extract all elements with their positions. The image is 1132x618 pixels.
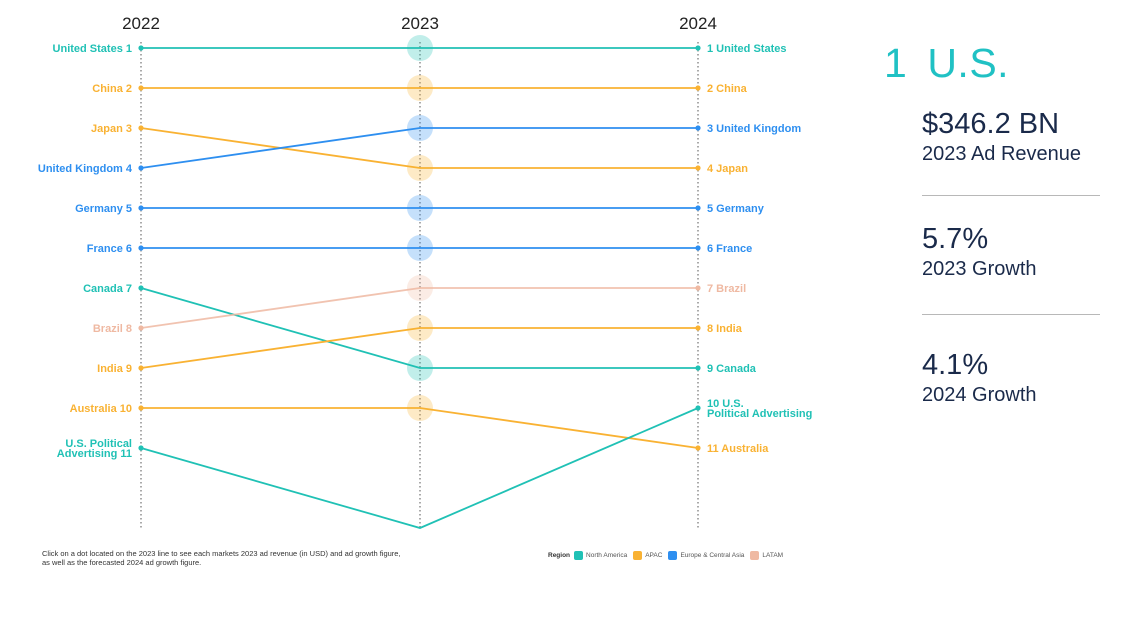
label-2022-canada: Canada 7 <box>83 283 132 295</box>
series-line-u-s-political-advertising <box>140 407 699 529</box>
selected-market-name: U.S. <box>927 40 1010 86</box>
label-2024-germany: 5 Germany <box>707 203 765 215</box>
point-2024-brazil[interactable] <box>695 285 701 291</box>
legend-label: APAC <box>645 552 663 559</box>
point-2022-australia[interactable] <box>138 405 144 411</box>
legend-swatch <box>633 551 643 560</box>
revenue-label: 2023 Ad Revenue <box>922 143 1082 165</box>
series-line-brazil <box>140 287 698 329</box>
label-2024-france: 6 France <box>707 243 752 255</box>
revenue-value: $346.2 BN <box>922 108 1060 140</box>
selected-market-rank: 1 <box>884 40 908 86</box>
point-2022-brazil[interactable] <box>138 325 144 331</box>
point-2024-japan[interactable] <box>695 165 701 171</box>
2023-marker-united-states[interactable] <box>407 35 433 61</box>
point-2022-u-s-political-advertising[interactable] <box>138 445 144 451</box>
point-2024-u-s-political-advertising[interactable] <box>695 405 701 411</box>
bump-chart: 2022 2023 2024 United States 1 1 United Stat… <box>38 14 812 530</box>
series-line-india <box>140 327 698 369</box>
2023-marker-united-kingdom[interactable] <box>407 115 433 141</box>
point-2024-germany[interactable] <box>695 205 701 211</box>
point-2022-canada[interactable] <box>138 285 144 291</box>
legend-item-latam: LATAM <box>750 551 783 560</box>
2023-marker-france[interactable] <box>407 235 433 261</box>
label-2022-japan: Japan 3 <box>91 123 132 135</box>
label-2022-united-states: United States 1 <box>53 43 132 55</box>
2023-marker-china[interactable] <box>407 75 433 101</box>
label-2022-germany: Germany 5 <box>75 203 132 215</box>
legend-swatch <box>750 551 760 560</box>
point-2024-united-states[interactable] <box>695 45 701 51</box>
growth-2024-value: 4.1% <box>922 349 989 381</box>
legend-label: North America <box>586 552 628 559</box>
label-2024-india: 8 India <box>707 323 743 335</box>
year-label-2023: 2023 <box>401 14 439 33</box>
series-line-australia <box>141 407 699 449</box>
growth-2024-stat: 4.1% 2024 Growth <box>922 349 1037 407</box>
point-2024-canada[interactable] <box>695 365 701 371</box>
series-line-japan <box>140 127 698 169</box>
2023-marker-germany[interactable] <box>407 195 433 221</box>
point-2022-japan[interactable] <box>138 125 144 131</box>
point-2022-united-states[interactable] <box>138 45 144 51</box>
legend: Region North America APAC Europe & Central… <box>548 551 789 560</box>
selected-market-title: 1 U.S. <box>884 40 1124 87</box>
2023-marker-japan[interactable] <box>407 155 433 181</box>
label-2024-brazil: 7 Brazil <box>707 283 746 295</box>
point-2022-india[interactable] <box>138 365 144 371</box>
label-2024-united-states: 1 United States <box>707 43 786 55</box>
divider <box>922 195 1100 196</box>
point-2024-australia[interactable] <box>695 445 701 451</box>
label-2024-china: 2 China <box>707 83 748 95</box>
point-2022-china[interactable] <box>138 85 144 91</box>
divider <box>922 314 1100 315</box>
series-line-united-kingdom <box>140 127 698 169</box>
point-2024-india[interactable] <box>695 325 701 331</box>
year-label-2024: 2024 <box>679 14 717 33</box>
legend-swatch <box>574 551 584 560</box>
year-label-2022: 2022 <box>122 14 160 33</box>
chart-note: Click on a dot located on the 2023 line … <box>42 549 401 567</box>
legend-swatch <box>668 551 678 560</box>
2023-marker-india[interactable] <box>407 315 433 341</box>
legend-item-europe-central-asia: Europe & Central Asia <box>668 551 744 560</box>
label-2024-australia: 11 Australia <box>707 443 769 455</box>
legend-item-north-america: North America <box>574 551 627 560</box>
2023-marker-canada[interactable] <box>407 355 433 381</box>
market-detail-panel: 1 U.S. $346.2 BN 2023 Ad Revenue 5.7% 202… <box>884 40 1124 406</box>
label-2024-u-s-political-advertising: 10 U.S. Political Advertising <box>707 398 812 420</box>
point-2022-united-kingdom[interactable] <box>138 165 144 171</box>
label-2022-brazil: Brazil 8 <box>93 323 132 335</box>
label-2022-france: France 6 <box>87 243 132 255</box>
2023-marker-australia[interactable] <box>407 395 433 421</box>
point-2024-france[interactable] <box>695 245 701 251</box>
point-2022-france[interactable] <box>138 245 144 251</box>
point-2024-china[interactable] <box>695 85 701 91</box>
growth-2023-label: 2023 Growth <box>922 258 1037 280</box>
label-2022-china: China 2 <box>92 83 132 95</box>
growth-2023-stat: 5.7% 2023 Growth <box>922 223 1037 281</box>
legend-label: LATAM <box>762 552 784 559</box>
point-2024-united-kingdom[interactable] <box>695 125 701 131</box>
2023-marker-brazil[interactable] <box>407 275 433 301</box>
legend-label: Europe & Central Asia <box>680 552 745 559</box>
point-2022-germany[interactable] <box>138 205 144 211</box>
legend-title: Region <box>548 552 571 559</box>
label-2022-australia: Australia 10 <box>70 403 132 415</box>
label-2024-united-kingdom: 3 United Kingdom <box>707 123 801 135</box>
label-2024-japan: 4 Japan <box>707 163 748 175</box>
revenue-stat: $346.2 BN 2023 Ad Revenue <box>922 108 1081 166</box>
label-2022-india: India 9 <box>97 363 132 375</box>
label-2022-united-kingdom: United Kingdom 4 <box>38 163 133 175</box>
legend-item-apac: APAC <box>633 551 662 560</box>
label-2022-u-s-political-advertising: U.S. Political Advertising 11 <box>57 438 132 460</box>
label-2024-canada: 9 Canada <box>707 363 757 375</box>
growth-2024-label: 2024 Growth <box>922 384 1037 406</box>
growth-2023-value: 5.7% <box>922 223 989 255</box>
